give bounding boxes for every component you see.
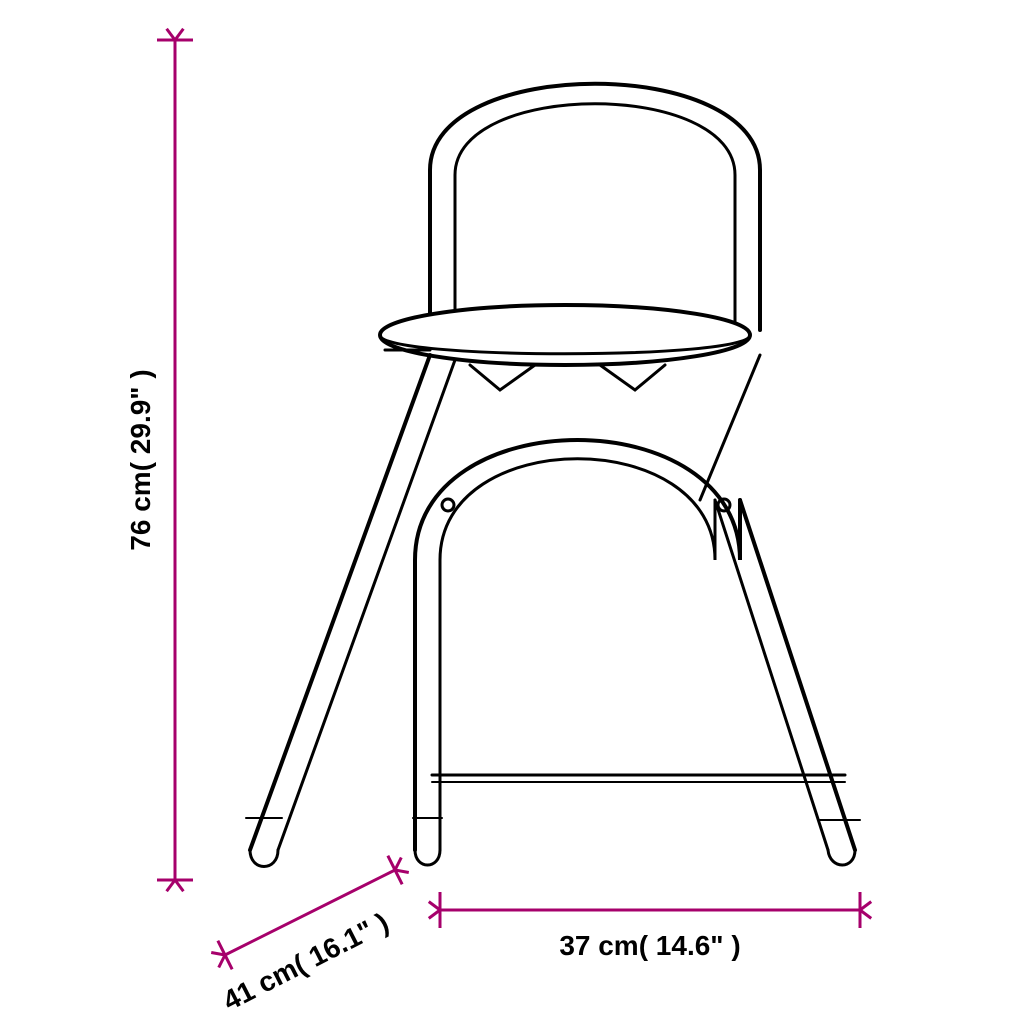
dimension-lines bbox=[157, 29, 871, 970]
label-height: 76 cm( 29.9" ) bbox=[125, 369, 156, 550]
dimension-diagram: 76 cm( 29.9" ) 41 cm( 16.1" ) 37 cm( 14.6"… bbox=[0, 0, 1024, 1024]
product-outline bbox=[246, 84, 860, 867]
label-width: 37 cm( 14.6" ) bbox=[559, 930, 740, 961]
label-depth: 41 cm( 16.1" ) bbox=[218, 907, 394, 1017]
dimension-labels: 76 cm( 29.9" ) 41 cm( 16.1" ) 37 cm( 14.6"… bbox=[125, 369, 741, 1016]
